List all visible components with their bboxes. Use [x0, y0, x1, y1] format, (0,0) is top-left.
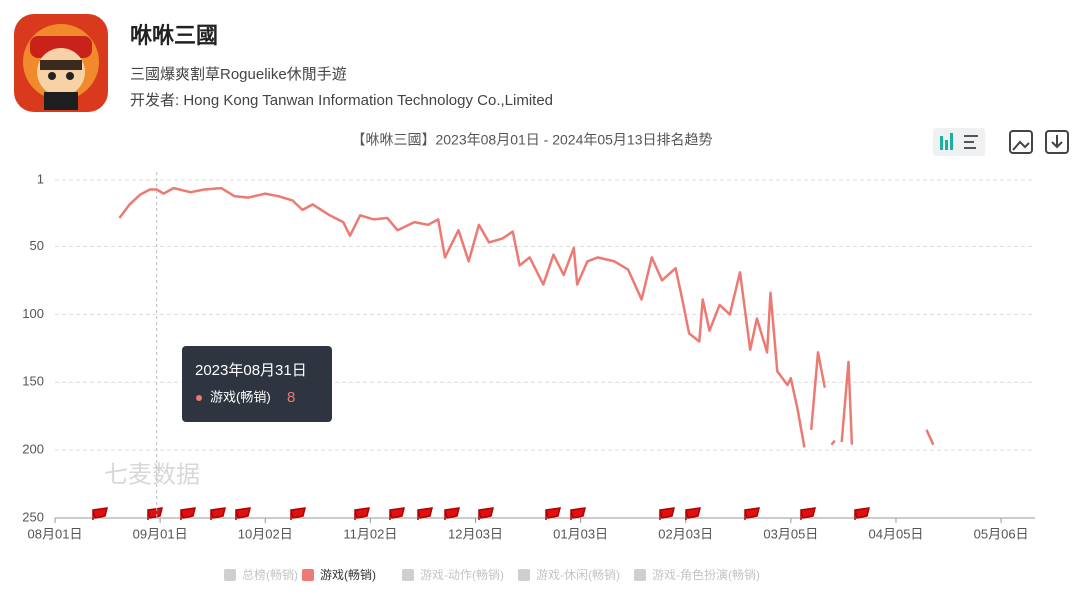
legend-label[interactable]: 游戏-角色扮演(畅销): [652, 567, 760, 582]
y-tick-label: 150: [22, 374, 44, 389]
app-subtitle: 三國爆爽割草Roguelike休閒手遊: [130, 66, 347, 83]
y-tick-label: 1: [37, 171, 44, 186]
event-flag[interactable]: [389, 507, 405, 520]
download-button[interactable]: [1045, 130, 1069, 154]
x-tick-label: 03月05日: [763, 526, 818, 541]
event-flag[interactable]: [290, 507, 306, 520]
x-tick-label: 11月02日: [343, 526, 397, 541]
tooltip-box: [182, 346, 332, 422]
x-tick-label: 01月03日: [553, 526, 608, 541]
event-flag[interactable]: [444, 507, 460, 520]
event-flag[interactable]: [417, 507, 433, 520]
series-line: [118, 186, 935, 448]
x-tick-label: 02月03日: [658, 526, 713, 541]
event-flag[interactable]: [92, 507, 108, 520]
event-flag[interactable]: [744, 507, 760, 520]
event-flag[interactable]: [800, 507, 816, 520]
legend: 总榜(畅销) 游戏(畅销) 游戏-动作(畅销) 游戏-休闲(畅销) 游戏-角色扮演(畅销…: [224, 567, 760, 582]
x-tick-label: 04月05日: [869, 526, 924, 541]
app-title: 咻咻三國: [130, 23, 218, 48]
x-tick-label: 10月02日: [238, 526, 293, 541]
event-flag[interactable]: [854, 507, 870, 520]
legend-swatch[interactable]: [634, 569, 646, 581]
tooltip-series: 游戏(畅销): [210, 389, 271, 404]
tooltip-date: 2023年08月31日: [195, 362, 307, 379]
event-flag[interactable]: [147, 507, 163, 520]
chart-title: 【咻咻三國】2023年08月01日 - 2024年05月13日排名趋势: [351, 132, 712, 148]
event-flag[interactable]: [235, 507, 251, 520]
legend-swatch[interactable]: [224, 569, 236, 581]
tooltip-value: 8: [287, 389, 295, 406]
toolbar[interactable]: [933, 128, 1069, 156]
event-flag[interactable]: [354, 507, 370, 520]
x-tick-label: 09月01日: [133, 526, 188, 541]
event-flag[interactable]: [478, 507, 494, 520]
watermark: 七麦数据: [104, 461, 200, 488]
x-tick-label: 05月06日: [974, 526, 1029, 541]
legend-swatch[interactable]: [302, 569, 314, 581]
event-flag[interactable]: [545, 507, 561, 520]
event-flag[interactable]: [685, 507, 701, 520]
legend-swatch[interactable]: [518, 569, 530, 581]
legend-swatch[interactable]: [402, 569, 414, 581]
y-tick-label: 200: [22, 442, 44, 457]
image-button[interactable]: [1009, 130, 1033, 154]
legend-label[interactable]: 游戏-休闲(畅销): [536, 568, 620, 582]
event-flag[interactable]: [570, 507, 586, 520]
x-tick-label: 12月03日: [448, 526, 503, 541]
legend-label[interactable]: 游戏(畅销): [320, 568, 376, 582]
x-tick-label: 08月01日: [28, 526, 83, 541]
y-tick-label: 50: [30, 238, 44, 253]
tooltip-dot: [196, 395, 202, 401]
event-flag[interactable]: [180, 507, 196, 520]
app-developer: 开发者: Hong Kong Tanwan Information Techno…: [130, 92, 553, 109]
y-tick-label: 250: [22, 509, 44, 524]
event-flag[interactable]: [210, 507, 226, 520]
app-icon: [14, 14, 108, 112]
legend-label[interactable]: 游戏-动作(畅销): [420, 568, 504, 582]
y-tick-label: 100: [22, 306, 44, 321]
event-flag[interactable]: [659, 507, 675, 520]
legend-label[interactable]: 总榜(畅销): [242, 567, 298, 582]
